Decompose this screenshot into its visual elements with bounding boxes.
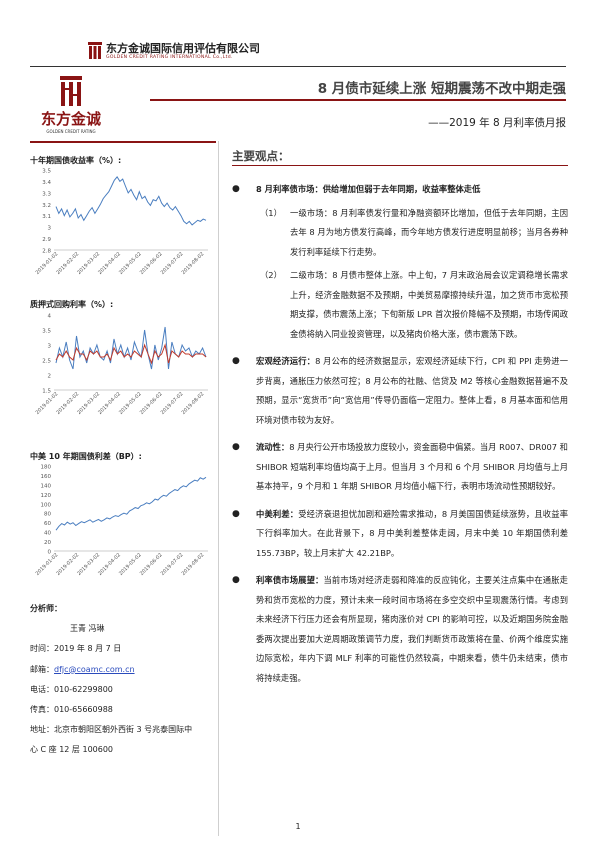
series-line: [55, 326, 207, 370]
point-lead: 中美利差：: [256, 508, 299, 519]
point-outlook: ● 利率债市场展望：当前市场对经济走弱和降准的反应钝化，主要关注点集中在通胀走势…: [232, 571, 568, 688]
email-label: 邮箱：: [30, 664, 54, 674]
y-tick-label: 80: [44, 512, 51, 518]
chart-cn-us-spread: 0204060801001201401601802019-01-022019-0…: [35, 465, 208, 577]
fax: 传真：010-65660988: [30, 705, 113, 715]
y-tick-label: 3.4: [42, 180, 51, 186]
sub-text: 一级市场：8 月利率债发行量和净融资额环比增加，但低于去年同期，主因去年 8 月…: [290, 207, 568, 257]
point-lead: 利率债市场展望：: [256, 575, 324, 585]
email-link[interactable]: dfjc@coamc.com.cn: [54, 664, 135, 674]
brand-logo: 东方金诚 GOLDEN CREDIT RATING: [34, 76, 108, 138]
point-macro: ● 宏观经济运行：8 月公布的经济数据显示，宏观经济延续下行，CPI 和 PPI…: [232, 352, 568, 430]
point-text: 8 月公布的经济数据显示，宏观经济延续下行，CPI 和 PPI 走势进一步背离，…: [256, 356, 568, 425]
chart-repo-rate: 1.522.533.542019-01-022019-02-022019-03-…: [35, 314, 208, 416]
title-underline: [150, 99, 566, 101]
series-line: [55, 476, 207, 531]
address-line-1: 地址：北京市朝阳区朝外西街 3 号兆泰国际中: [30, 725, 193, 735]
bullet-icon: ●: [232, 442, 240, 452]
brand-name-en: GOLDEN CREDIT RATING: [46, 129, 96, 134]
chart-title-10y-yield: 十年期国债收益率（%）:: [30, 156, 122, 165]
y-tick-label: 3.3: [42, 191, 51, 197]
sub-number: （1）: [260, 207, 282, 218]
y-tick-label: 1.5: [42, 389, 51, 395]
y-tick-label: 3.2: [42, 203, 51, 209]
analyst-info: 分析师： 王青 冯琳 时间：2019 年 8 月 7 日 邮箱：dfjc@coa…: [30, 599, 216, 761]
y-tick-label: 2: [48, 374, 52, 380]
analyst-label: 分析师：: [30, 604, 62, 613]
point-liquidity: ● 流动性：8 月央行公开市场投放力度较小，资金面稳中偏紧。当月 R007、DR…: [232, 438, 568, 497]
y-tick-label: 0: [48, 550, 52, 556]
x-tick-label: 2019-08-02: [181, 552, 206, 577]
main-heading: 主要观点：: [232, 148, 568, 166]
point-spread: ● 中美利差：受经济衰退担忧加剧和避险需求推动，8 月美国国债延续涨势，且收益率…: [232, 505, 568, 564]
sub-point-primary: （1） 一级市场：8 月利率债发行量和净融资额环比增加，但低于去年同期，主因去年…: [232, 204, 568, 263]
sub-point-secondary: （2） 二级市场：8 月债市整体上涨。中上旬，7 月末政治局会议定调稳增长需求上…: [232, 266, 568, 344]
column-separator: [218, 141, 219, 836]
point-text: 当前市场对经济走弱和降准的反应钝化，主要关注点集中在通胀走势和货币宽松的力度，预…: [256, 575, 568, 683]
page-number: 1: [295, 822, 301, 831]
y-tick-label: 140: [41, 483, 52, 489]
y-tick-label: 60: [44, 521, 51, 527]
point-lead: 宏观经济运行：: [256, 356, 316, 366]
phone: 电话：010-62299800: [30, 684, 113, 694]
y-tick-label: 160: [41, 474, 52, 480]
bullet-icon: ●: [232, 575, 240, 585]
header-divider: [30, 66, 566, 67]
email-row: 邮箱：dfjc@coamc.com.cn: [30, 660, 216, 680]
report-date: 时间：2019 年 8 月 7 日: [30, 644, 122, 654]
series-line: [55, 343, 207, 365]
y-tick-label: 3.5: [42, 169, 51, 175]
y-tick-label: 2.5: [42, 359, 51, 365]
y-tick-label: 3: [48, 226, 52, 232]
brand-mark-icon: [60, 76, 82, 106]
company-name-en: GOLDEN CREDIT RATING INTERNATIONAL Co.,L…: [106, 55, 233, 60]
x-tick-label: 2019-08-02: [181, 251, 206, 276]
chart-10y-yield: 2.82.933.13.23.33.43.52019-01-022019-02-…: [35, 169, 208, 276]
point-bond-market: ● 8 月利率债市场：供给增加但弱于去年同期，收益率整体走低: [232, 180, 568, 200]
x-tick-label: 2019-08-02: [181, 391, 206, 416]
y-tick-label: 3.1: [42, 214, 51, 220]
point-lead: 8 月利率债市场：供给增加但弱于去年同期，收益率整体走低: [256, 184, 481, 194]
series-line: [55, 176, 207, 226]
y-tick-label: 2.9: [42, 237, 51, 243]
point-lead: 流动性：: [256, 442, 290, 452]
company-header: 东方金诚国际信用评估有限公司 GOLDEN CREDIT RATING INTE…: [88, 40, 298, 64]
company-logo-icon: [88, 42, 102, 59]
brand-name-cn: 东方金诚: [40, 110, 101, 128]
y-tick-label: 100: [41, 502, 52, 508]
chart-title-cn-us-spread: 中美 10 年期国债利差（BP）:: [30, 452, 142, 461]
point-text: 8 月央行公开市场投放力度较小，资金面稳中偏紧。当月 R007、DR007 和 …: [256, 442, 568, 491]
sub-text: 二级市场：8 月债市整体上涨。中上旬，7 月末政治局会议定调稳增长需求上升，经济…: [290, 270, 568, 339]
bullet-icon: ●: [232, 184, 240, 194]
main-points: 主要观点： ● 8 月利率债市场：供给增加但弱于去年同期，收益率整体走低 （1）…: [232, 148, 568, 688]
y-tick-label: 3.5: [42, 329, 51, 335]
address-line-2: 心 C 座 12 层 100600: [30, 745, 114, 755]
bullet-icon: ●: [232, 356, 240, 366]
company-name-cn: 东方金诚国际信用评估有限公司: [106, 42, 260, 55]
point-text: 受经济衰退担忧加剧和避险需求推动，8 月美国国债延续涨势，且收益率下行斜率加大。…: [256, 508, 568, 558]
bullet-icon: ●: [232, 508, 240, 519]
y-tick-label: 20: [44, 540, 51, 546]
chart-title-repo-rate: 质押式回购利率（%）:: [30, 300, 114, 309]
y-tick-label: 2.8: [42, 249, 51, 255]
sub-number: （2）: [260, 270, 282, 280]
y-tick-label: 4: [48, 314, 52, 320]
analyst-names: 王青 冯琳: [70, 624, 105, 634]
report-subtitle: ——2019 年 8 月利率债月报: [428, 117, 566, 129]
report-title: 8 月债市延续上涨 短期震荡不改中期走强: [317, 81, 566, 97]
y-tick-label: 40: [44, 531, 51, 537]
y-tick-label: 3: [48, 344, 52, 350]
y-tick-label: 180: [41, 465, 52, 471]
y-tick-label: 120: [41, 493, 52, 499]
sidebar-top-rule: [30, 141, 216, 143]
